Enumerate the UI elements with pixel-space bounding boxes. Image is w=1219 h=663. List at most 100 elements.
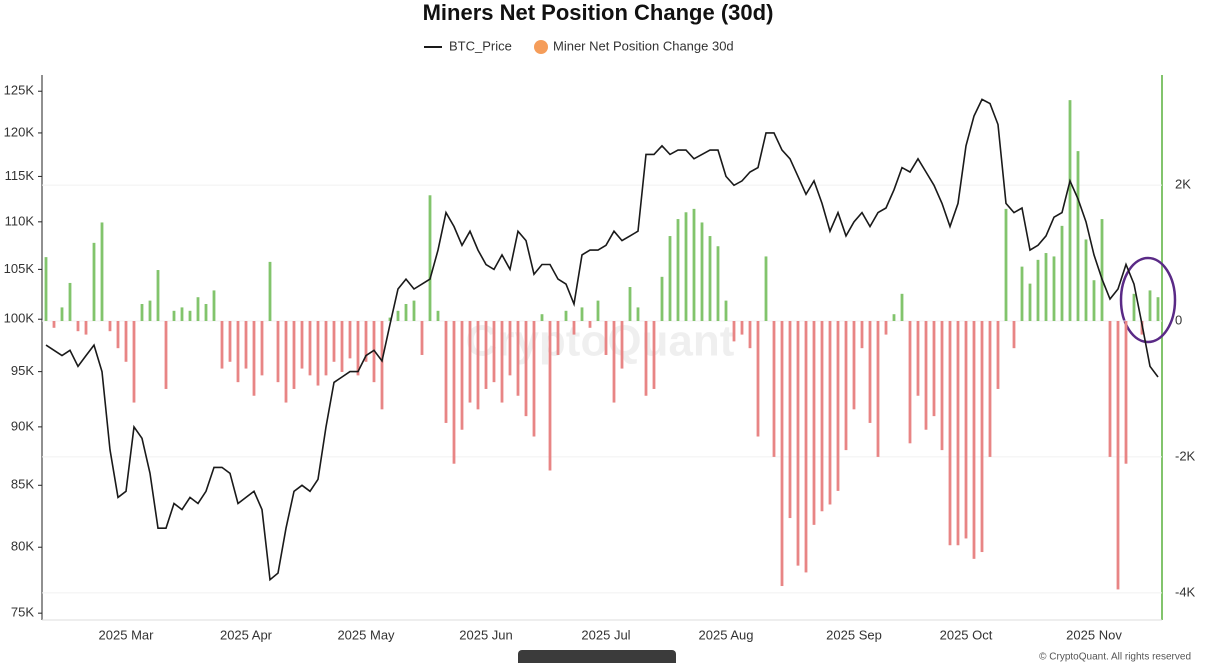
bar — [348, 320, 352, 359]
bar — [876, 320, 880, 457]
bar — [444, 320, 448, 423]
chart-title: Miners Net Position Change (30d) — [423, 0, 774, 25]
bar — [132, 320, 136, 403]
bar — [268, 261, 272, 321]
bar — [908, 320, 912, 444]
bar — [516, 320, 520, 396]
legend-label: BTC_Price — [449, 38, 512, 53]
bar — [1012, 320, 1016, 349]
bar — [124, 320, 128, 362]
bar — [1036, 259, 1040, 321]
bar — [300, 320, 304, 369]
bar — [812, 320, 816, 525]
bar — [796, 320, 800, 566]
bar — [164, 320, 168, 389]
y-tick-label: 120K — [4, 124, 35, 139]
bar — [148, 300, 152, 321]
y-tick-label: 110K — [5, 213, 35, 228]
bar — [212, 290, 216, 321]
x-tick-label: 2025 Nov — [1066, 627, 1122, 642]
bar — [1100, 219, 1104, 321]
y-tick-label: 80K — [11, 539, 34, 554]
bar — [204, 304, 208, 321]
bar — [428, 195, 432, 321]
bar — [340, 320, 344, 372]
bar — [956, 320, 960, 546]
bar — [948, 320, 952, 546]
bar — [460, 320, 464, 430]
bar — [308, 320, 312, 376]
bar — [700, 222, 704, 321]
bar — [540, 314, 544, 321]
bar — [940, 320, 944, 451]
bar — [1060, 225, 1064, 321]
bar — [724, 300, 728, 321]
bar — [844, 320, 848, 451]
bar — [1004, 208, 1008, 321]
y2-tick-label: 0 — [1175, 312, 1182, 327]
bar — [332, 320, 336, 362]
bar — [1084, 239, 1088, 321]
bar — [452, 320, 456, 464]
bar — [508, 320, 512, 376]
bar — [900, 293, 904, 321]
bar — [892, 314, 896, 321]
bar — [788, 320, 792, 519]
bar — [748, 320, 752, 349]
x-tick-label: 2025 Oct — [940, 627, 993, 642]
bottom-tab — [518, 650, 676, 663]
bar — [500, 320, 504, 403]
bar — [100, 222, 104, 321]
bar — [572, 320, 576, 335]
bar — [1052, 256, 1056, 321]
bar — [1132, 293, 1136, 321]
bar — [244, 320, 248, 369]
bar — [180, 307, 184, 321]
y-tick-label: 115K — [5, 168, 35, 183]
bar — [732, 320, 736, 342]
footer: © CryptoQuant. All rights reserved — [1039, 652, 1191, 663]
bar — [692, 208, 696, 321]
bar — [420, 320, 424, 355]
y-tick-label: 105K — [4, 261, 35, 276]
bar — [52, 320, 56, 328]
highlight-ellipse — [1119, 256, 1177, 344]
bar — [44, 257, 48, 321]
bar — [1020, 266, 1024, 321]
bar — [756, 320, 760, 437]
bar — [564, 310, 568, 321]
bar — [172, 310, 176, 321]
bar — [884, 320, 888, 335]
bar — [772, 320, 776, 457]
bar — [1116, 320, 1120, 590]
bar — [1124, 320, 1128, 464]
bar — [588, 320, 592, 328]
bar — [236, 320, 240, 383]
bar — [716, 246, 720, 321]
x-tick-label: 2025 Mar — [99, 627, 155, 642]
bar — [532, 320, 536, 437]
y-tick-label: 85K — [11, 477, 34, 492]
x-tick-label: 2025 May — [337, 627, 395, 642]
bar — [404, 304, 408, 321]
bar — [476, 320, 480, 410]
bar — [380, 320, 384, 410]
legend-label: Miner Net Position Change 30d — [553, 38, 734, 53]
bar — [84, 320, 88, 335]
x-tick-label: 2025 Sep — [826, 627, 882, 642]
y-tick-label: 95K — [11, 363, 34, 378]
bar — [916, 320, 920, 396]
bar — [492, 320, 496, 383]
y-tick-label: 100K — [4, 311, 35, 326]
bar — [684, 212, 688, 321]
x-tick-label: 2025 Jun — [459, 627, 513, 642]
bar — [324, 320, 328, 376]
bar — [108, 320, 112, 332]
bar — [660, 276, 664, 321]
bar — [852, 320, 856, 410]
bar — [676, 219, 680, 321]
bar — [140, 304, 144, 321]
y2-tick-label: -2K — [1175, 448, 1196, 463]
bar — [868, 320, 872, 423]
bar — [644, 320, 648, 396]
